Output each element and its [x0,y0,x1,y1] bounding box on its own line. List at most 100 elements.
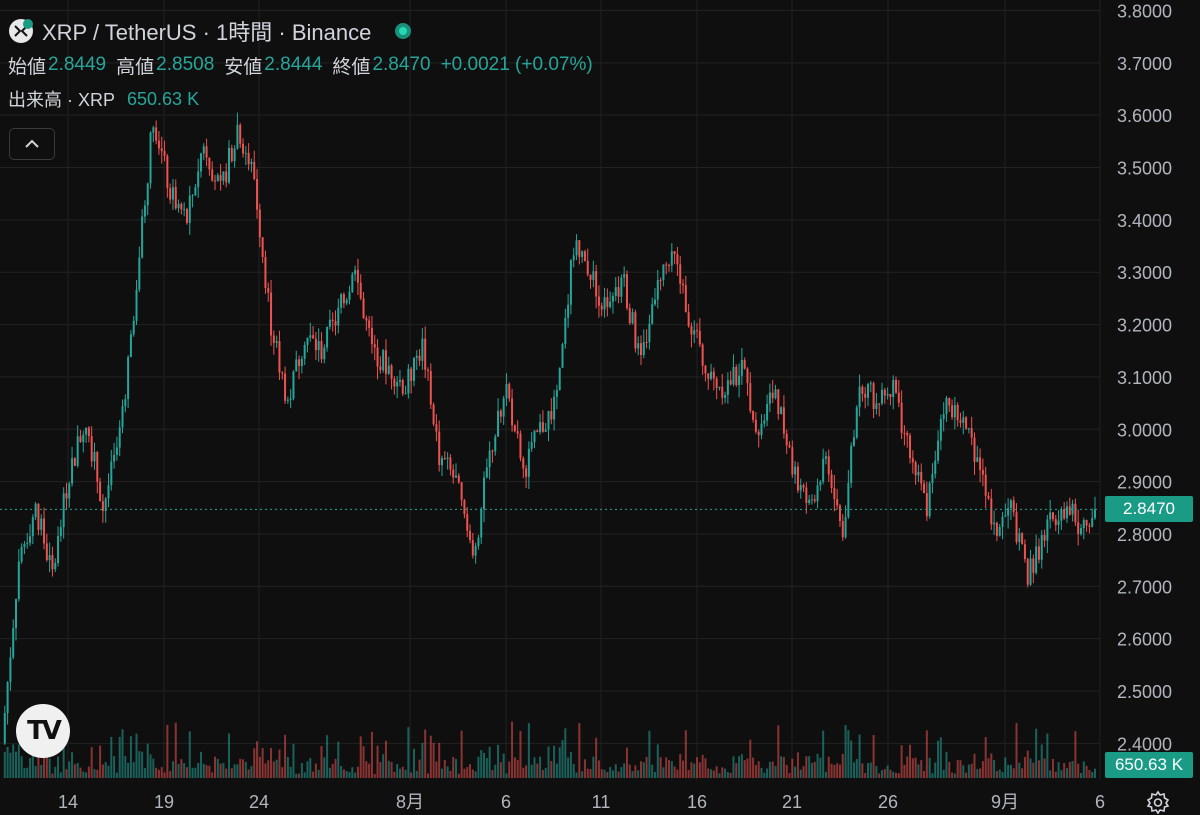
candle-body [752,410,755,420]
volume-bar [169,771,172,778]
settings-gear-icon[interactable] [1146,790,1170,814]
candle-body [642,342,645,356]
candle-body [300,358,303,367]
candle-body [275,341,278,343]
volume-bar [631,771,634,778]
candle-body [488,450,491,468]
volume-bar [934,762,937,778]
volume-bar [382,754,385,778]
volume-bar [967,764,970,778]
candle-body [623,274,626,278]
collapse-legend-button[interactable] [9,128,55,160]
volume-bar [841,753,844,778]
volume-bar [1015,723,1018,778]
price-axis[interactable]: 3.8000 3.7000 3.6000 3.5000 3.4000 3.3000 3.20… [1117,1,1172,754]
volume-bar [1060,770,1063,778]
candle-body [819,481,822,486]
volume-bar [491,769,494,778]
volume-bar [547,746,550,778]
candle-body [965,417,968,429]
candle-body [93,452,96,462]
tradingview-logo-icon[interactable]: TV [16,704,70,758]
candle-body [738,375,741,386]
candle-body [180,203,183,210]
volume-bar [892,771,895,778]
candle-body [499,410,502,417]
volume-bar [897,773,900,778]
volume-bar [740,754,743,778]
volume-bar [906,756,909,778]
candle-body [211,169,214,181]
candle-body [345,299,348,304]
volume-bar [208,765,211,778]
candle-body [917,471,920,476]
symbol-row[interactable]: XRP / TetherUS · 1時間 · Binance [8,14,603,48]
volume-bar [278,749,281,778]
volume-bar [57,756,60,778]
candle-body [208,157,211,170]
symbol-title[interactable]: XRP / TetherUS · 1時間 · Binance [42,20,372,45]
candle-body [760,423,763,436]
volume-bar [1023,757,1026,778]
candle-body [354,269,357,275]
volume-bar [844,725,847,778]
volume-bar [558,747,561,778]
volume-row[interactable]: 出来高 · XRP 650.63 K [8,82,603,116]
volume-bar [1063,763,1066,778]
candle-body [735,366,738,386]
volume-bar [471,769,474,778]
candle-body [928,483,931,517]
volume-bar [298,773,301,778]
candle-body [328,319,331,327]
candle-body [264,256,267,289]
candle-body [396,381,399,387]
volume-bar [539,756,542,778]
candle-body [127,357,130,400]
volume-bar [429,735,432,778]
volume-bar [73,764,76,778]
candle-body [87,427,90,437]
volume-bar [1057,762,1060,778]
volume-bar [816,753,819,778]
volume-bar [247,769,250,778]
candle-body [213,180,216,182]
volume-bar [701,754,704,778]
volume-bar [1051,759,1054,778]
candle-body [101,501,104,511]
volume-bar [452,757,455,778]
candle-body [1051,512,1054,520]
candle-body [62,493,65,528]
volume-bar [12,744,15,778]
candle-body [864,393,867,398]
volume-bar [617,771,620,778]
candle-body [309,335,312,338]
candle-body [174,187,177,209]
candle-body [948,398,951,406]
volume-bar [794,766,797,778]
volume-bar [85,772,88,778]
candle-body [1004,515,1007,517]
candle-body [225,171,228,183]
volume-bar [928,757,931,778]
candle-body [662,264,665,281]
candle-body [886,393,889,396]
volume-bar [160,767,163,778]
time-axis[interactable]: 14 19 24 8月 6 11 16 21 26 9月 6 [58,792,1105,812]
low-label: 安値 [224,56,263,78]
volume-bar [362,746,365,778]
volume-bar [732,756,735,778]
volume-bar [138,751,141,778]
volume-bar [850,740,853,778]
volume-bar [337,741,340,778]
volume-bar [656,744,659,778]
candle-body [393,378,396,387]
candle-body [791,447,794,475]
candle-body [1035,546,1038,573]
volume-bar [830,763,833,778]
volume-bar [782,757,785,778]
candle-body [424,338,427,370]
candle-body [365,318,368,321]
candle-body [838,505,841,522]
volume-bar [334,758,337,778]
